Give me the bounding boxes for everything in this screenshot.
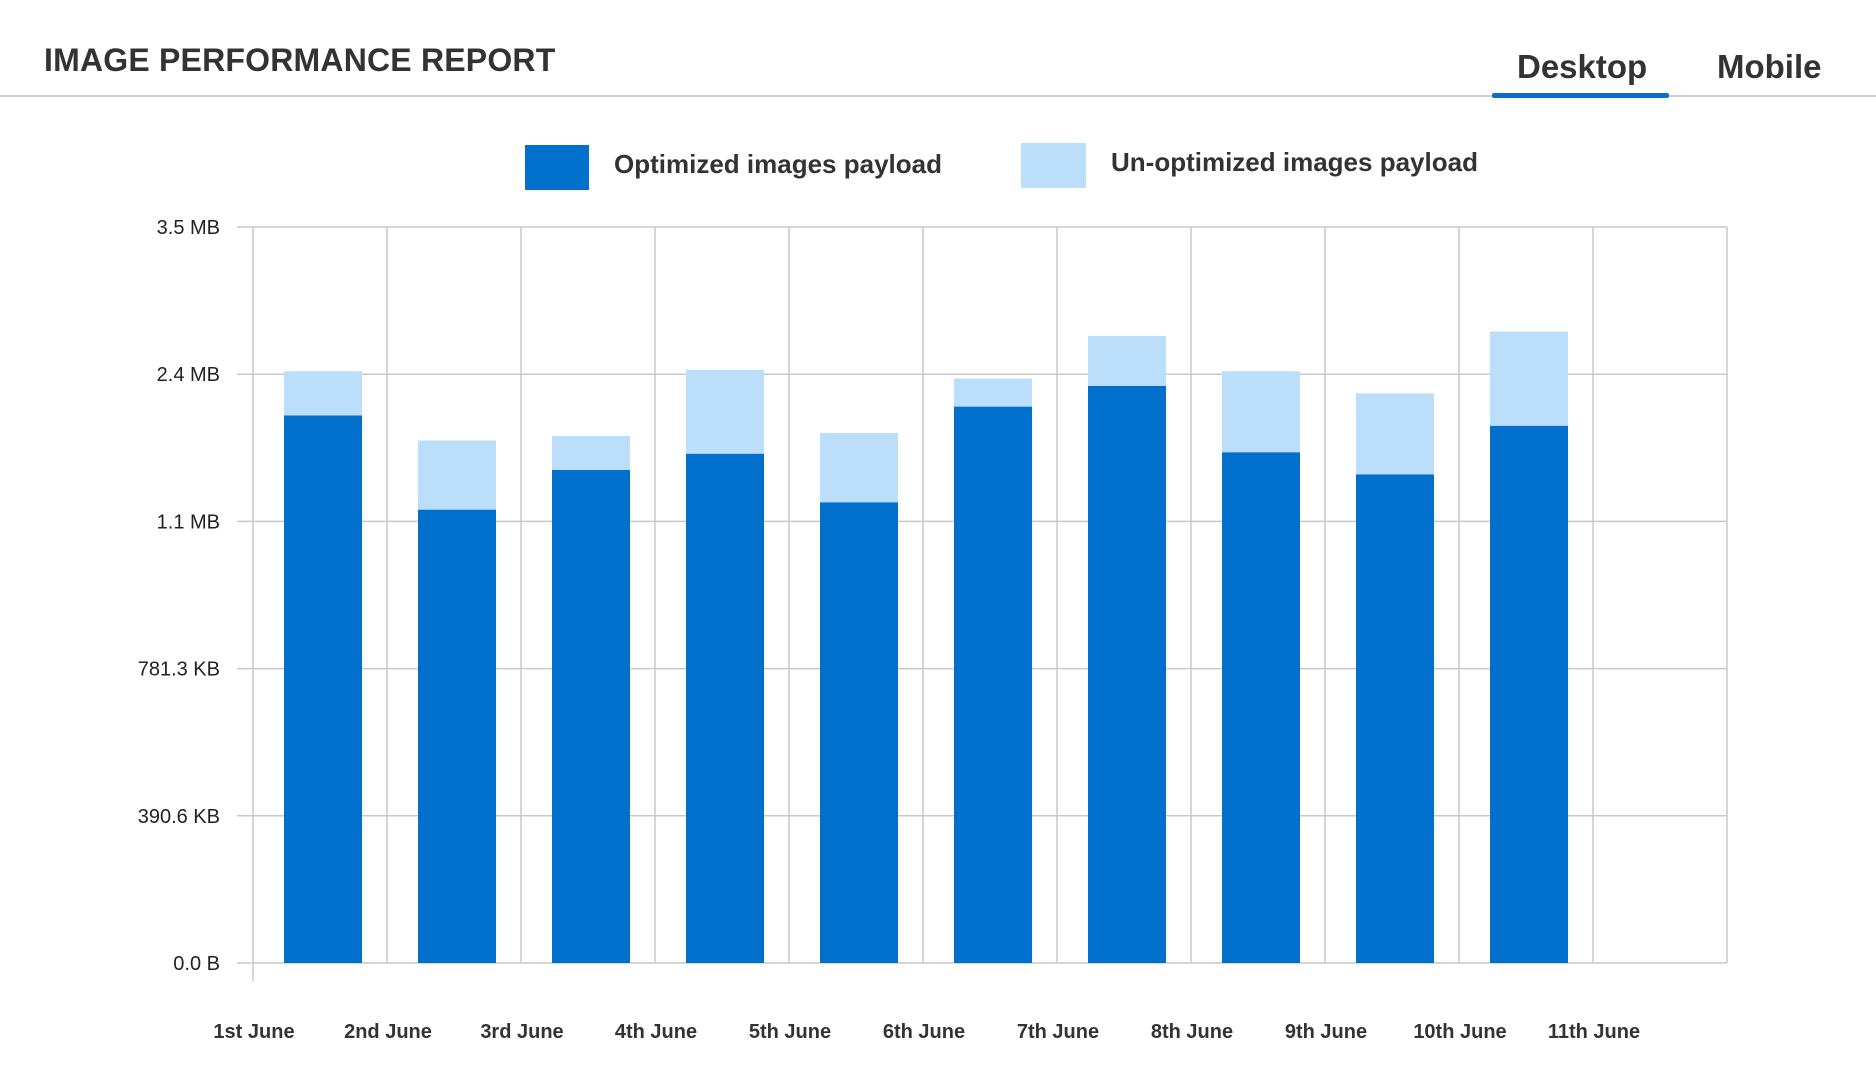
y-tick-label: 2.4 MB [157, 364, 220, 386]
bar-optimized [418, 509, 496, 963]
legend-swatch-unoptimized [1021, 143, 1086, 188]
y-tick-label: 390.6 KB [138, 806, 220, 828]
legend-label-optimized: Optimized images payload [614, 149, 942, 179]
bar-optimized [820, 502, 898, 963]
bar-optimized [552, 469, 630, 963]
report-header: IMAGE PERFORMANCE REPORT Desktop Mobile [0, 0, 1876, 98]
bar-optimized [1490, 425, 1568, 964]
chart-bars [284, 331, 1568, 964]
bar-unoptimized [1490, 331, 1568, 426]
x-category-label: 3rd June [480, 1021, 563, 1043]
bar-optimized [954, 406, 1032, 964]
page-title: IMAGE PERFORMANCE REPORT [44, 42, 556, 78]
bar-unoptimized [820, 433, 898, 503]
y-axis-ticks: 0.0 B 390.6 KB 781.3 KB 1.1 MB 2.4 MB 3.5 MB [138, 217, 220, 975]
legend-label-unoptimized: Un-optimized images payload [1111, 147, 1478, 177]
bar-optimized [1088, 385, 1166, 963]
bar-optimized [686, 453, 764, 963]
x-category-label: 10th June [1413, 1021, 1506, 1043]
y-tick-label: 0.0 B [173, 953, 220, 975]
y-tick-label: 1.1 MB [157, 511, 220, 533]
bar-optimized [1356, 474, 1434, 963]
x-category-label: 11th June [1548, 1021, 1640, 1043]
x-category-label: 9th June [1285, 1021, 1367, 1043]
y-tick-label: 781.3 KB [138, 659, 220, 681]
tab-desktop[interactable]: Desktop [1517, 48, 1648, 85]
bar-unoptimized [1088, 335, 1166, 386]
x-category-label: 2nd June [344, 1021, 432, 1043]
bar-unoptimized [954, 378, 1032, 407]
tab-mobile[interactable]: Mobile [1717, 48, 1822, 85]
y-tick-label: 3.5 MB [157, 217, 220, 239]
legend-swatch-optimized [525, 145, 589, 190]
x-axis-labels: 1st June 2nd June 3rd June 4th June 5th June… [213, 1021, 1640, 1043]
bar-optimized [284, 415, 362, 963]
active-tab-indicator [1492, 93, 1669, 98]
bar-unoptimized [1356, 393, 1434, 475]
x-category-label: 4th June [615, 1021, 697, 1043]
chart-legend: Optimized images payload Un-optimized im… [525, 143, 1478, 190]
bar-unoptimized [686, 369, 764, 454]
x-category-label: 1st June [213, 1021, 294, 1043]
bar-unoptimized [552, 436, 630, 470]
x-category-label: 7th June [1017, 1021, 1099, 1043]
x-category-label: 5th June [749, 1021, 831, 1043]
bar-optimized [1222, 452, 1300, 963]
bar-unoptimized [418, 440, 496, 510]
bar-unoptimized [284, 371, 362, 416]
x-category-label: 6th June [883, 1021, 965, 1043]
bar-unoptimized [1222, 371, 1300, 453]
x-category-label: 8th June [1151, 1021, 1233, 1043]
